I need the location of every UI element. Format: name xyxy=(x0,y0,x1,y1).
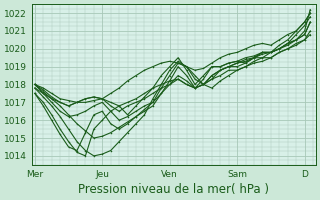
X-axis label: Pression niveau de la mer( hPa ): Pression niveau de la mer( hPa ) xyxy=(78,183,269,196)
